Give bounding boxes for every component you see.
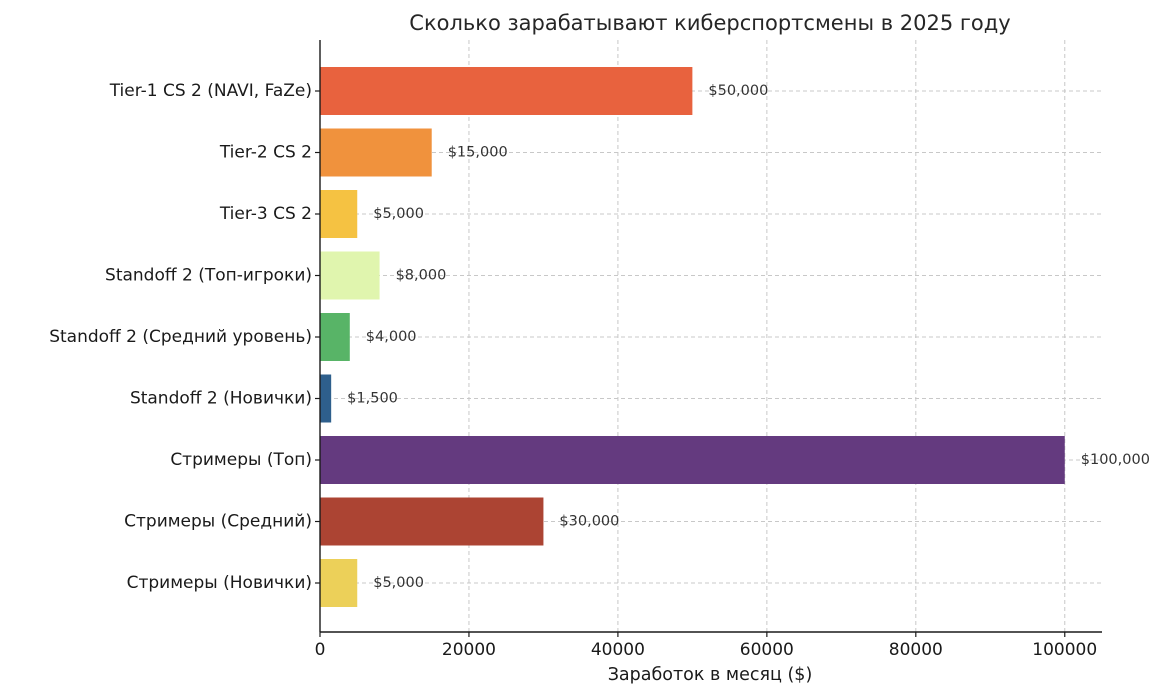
bar: [320, 436, 1065, 484]
value-label: $5,000: [373, 575, 424, 591]
value-label: $5,000: [373, 206, 424, 222]
value-label: $100,000: [1081, 452, 1150, 468]
bar: [320, 251, 380, 300]
bar-layer: $50,000 $15,000 $5,000 $8,000 $4,000 $1,500 $1…: [320, 67, 1150, 607]
bar: [320, 67, 693, 115]
value-label: $8,000: [396, 268, 447, 284]
category-label: Standoff 2 (Средний уровень): [49, 327, 312, 347]
category-label: Tier-2 CS 2: [219, 143, 312, 163]
category-label: Стримеры (Средний): [124, 512, 312, 532]
x-tick-label: 20000: [442, 640, 496, 660]
x-tick-label: 60000: [740, 640, 794, 660]
x-tick-label: 80000: [889, 640, 943, 660]
grid-layer: [320, 40, 1102, 632]
value-label: $50,000: [708, 83, 768, 99]
value-label: $15,000: [448, 145, 508, 161]
category-label: Стримеры (Новички): [127, 573, 312, 593]
x-tick-label: 0: [315, 640, 326, 660]
category-label: Стримеры (Топ): [170, 450, 312, 470]
chart-title: Сколько зарабатывают киберспортсмены в 2…: [409, 11, 1010, 35]
bar: [320, 190, 358, 238]
category-label: Standoff 2 (Топ-игроки): [105, 266, 312, 286]
value-label: $4,000: [366, 329, 417, 345]
bar: [320, 128, 432, 177]
category-label: Standoff 2 (Новички): [130, 389, 312, 409]
x-axis-title: Заработок в месяц ($): [608, 665, 813, 685]
x-tick-label: 100000: [1032, 640, 1097, 660]
x-tick-label: 40000: [591, 640, 645, 660]
bar: [320, 497, 544, 546]
value-label: $30,000: [559, 514, 619, 530]
bar: [320, 559, 358, 607]
axis-layer: Tier-1 CS 2 (NAVI, FaZe) Tier-2 CS 2 Tier-…: [49, 40, 1102, 660]
value-label: $1,500: [347, 391, 398, 407]
bar: [320, 313, 350, 361]
bar: [320, 374, 332, 423]
category-label: Tier-3 CS 2: [219, 204, 312, 224]
category-label: Tier-1 CS 2 (NAVI, FaZe): [109, 81, 312, 101]
